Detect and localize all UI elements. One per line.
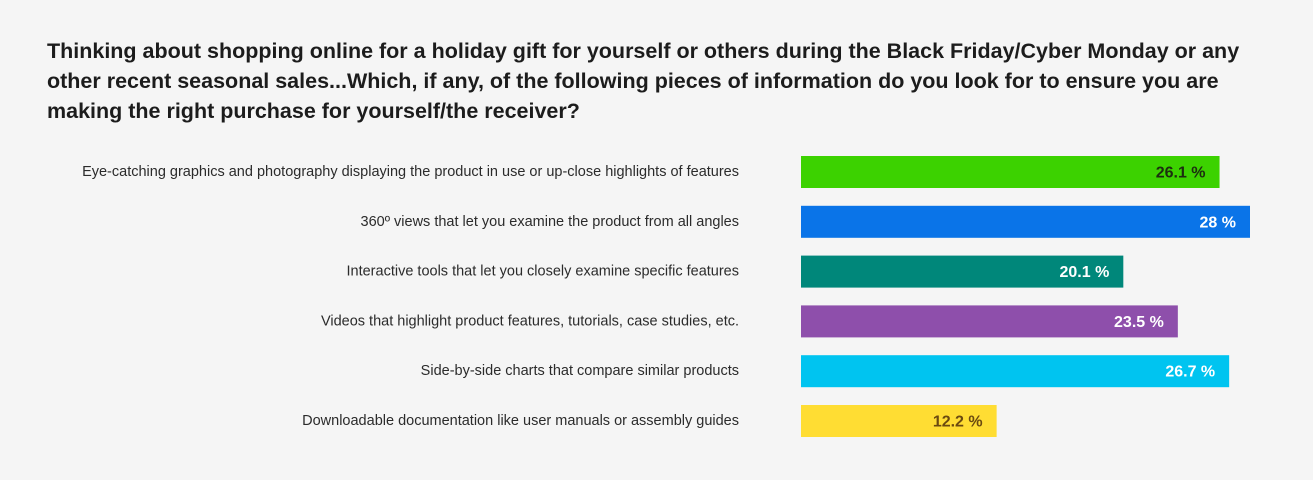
value-label: 28 % bbox=[1200, 214, 1236, 231]
category-label: Downloadable documentation like user man… bbox=[302, 413, 739, 429]
value-label: 26.1 % bbox=[1156, 165, 1206, 182]
value-label: 23.5 % bbox=[1114, 314, 1164, 331]
category-label: Eye-catching graphics and photography di… bbox=[82, 164, 739, 180]
bar bbox=[801, 305, 1178, 338]
value-label: 12.2 % bbox=[933, 414, 983, 431]
value-label: 26.7 % bbox=[1165, 364, 1215, 381]
category-label: 360º views that let you examine the prod… bbox=[361, 214, 739, 230]
value-label: 20.1 % bbox=[1060, 264, 1110, 281]
bar bbox=[801, 156, 1220, 188]
bar bbox=[801, 205, 1250, 238]
category-label: Interactive tools that let you closely e… bbox=[347, 264, 740, 280]
bar bbox=[801, 255, 1124, 288]
category-label: Videos that highlight product features, … bbox=[321, 313, 739, 329]
chart-title: Thinking about shopping online for a hol… bbox=[47, 39, 1240, 123]
category-label: Side-by-side charts that compare similar… bbox=[421, 363, 739, 379]
bar bbox=[801, 355, 1230, 388]
bar bbox=[801, 405, 997, 437]
